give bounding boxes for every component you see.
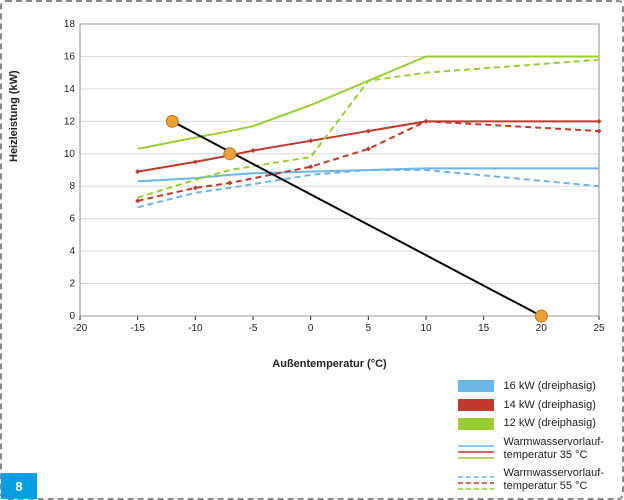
chart-svg: 0 2 4 6 8 10 12 14 16 18 -20 -15 -10 -5 0 5 10 15 20 25	[52, 20, 607, 340]
legend-item-0: 16 kW (dreiphasig)	[458, 380, 604, 393]
svg-text:-10: -10	[188, 323, 203, 334]
svg-text:10: 10	[420, 323, 432, 334]
legend-label: Warmwasservorlauf-temperatur 55 °C	[504, 467, 604, 492]
legend-item-1: 14 kW (dreiphasig)	[458, 399, 604, 412]
figure-frame: Heizleistung (kW) 0 2 4 6 8 10 12 14 16 18 -20 -15 -…	[0, 0, 624, 500]
legend-line-item-1: Warmwasservorlauf-temperatur 55 °C	[458, 467, 604, 492]
svg-text:25: 25	[593, 323, 605, 334]
svg-text:18: 18	[64, 20, 76, 30]
legend-line-swatch	[458, 443, 494, 455]
legend-swatch	[458, 380, 494, 392]
legend-swatch	[458, 418, 494, 430]
svg-text:6: 6	[69, 214, 75, 225]
svg-text:8: 8	[69, 181, 75, 192]
legend: 16 kW (dreiphasig) 14 kW (dreiphasig) 12…	[458, 380, 604, 498]
svg-text:20: 20	[536, 323, 548, 334]
svg-text:10: 10	[64, 149, 76, 160]
svg-text:4: 4	[69, 246, 75, 257]
legend-item-2: 12 kW (dreiphasig)	[458, 417, 604, 430]
svg-text:5: 5	[366, 323, 372, 334]
legend-label: Warmwasservorlauf-temperatur 35 °C	[504, 436, 604, 461]
legend-line-swatch	[458, 474, 494, 486]
chart-area: 024681012141618-20-15-10-50510152025 Auß…	[52, 20, 607, 340]
svg-text:15: 15	[478, 323, 490, 334]
svg-text:-5: -5	[249, 323, 258, 334]
legend-swatch	[458, 399, 494, 411]
svg-text:16: 16	[64, 51, 76, 62]
svg-text:-15: -15	[130, 323, 145, 334]
svg-text:2: 2	[69, 279, 75, 290]
figure-number: 8	[15, 479, 22, 494]
y-axis-label: Heizleistung (kW)	[8, 70, 20, 162]
svg-text:0: 0	[69, 311, 75, 322]
svg-text:-20: -20	[73, 323, 88, 334]
x-axis-label: Außentemperatur (°C)	[272, 358, 386, 370]
legend-label: 12 kW (dreiphasig)	[504, 417, 596, 430]
legend-label: 14 kW (dreiphasig)	[504, 399, 596, 412]
figure-number-badge: 8	[1, 473, 37, 499]
svg-text:12: 12	[64, 116, 76, 127]
legend-label: 16 kW (dreiphasig)	[504, 380, 596, 393]
legend-line-item-0: Warmwasservorlauf-temperatur 35 °C	[458, 436, 604, 461]
svg-text:14: 14	[64, 84, 76, 95]
svg-text:0: 0	[308, 323, 314, 334]
